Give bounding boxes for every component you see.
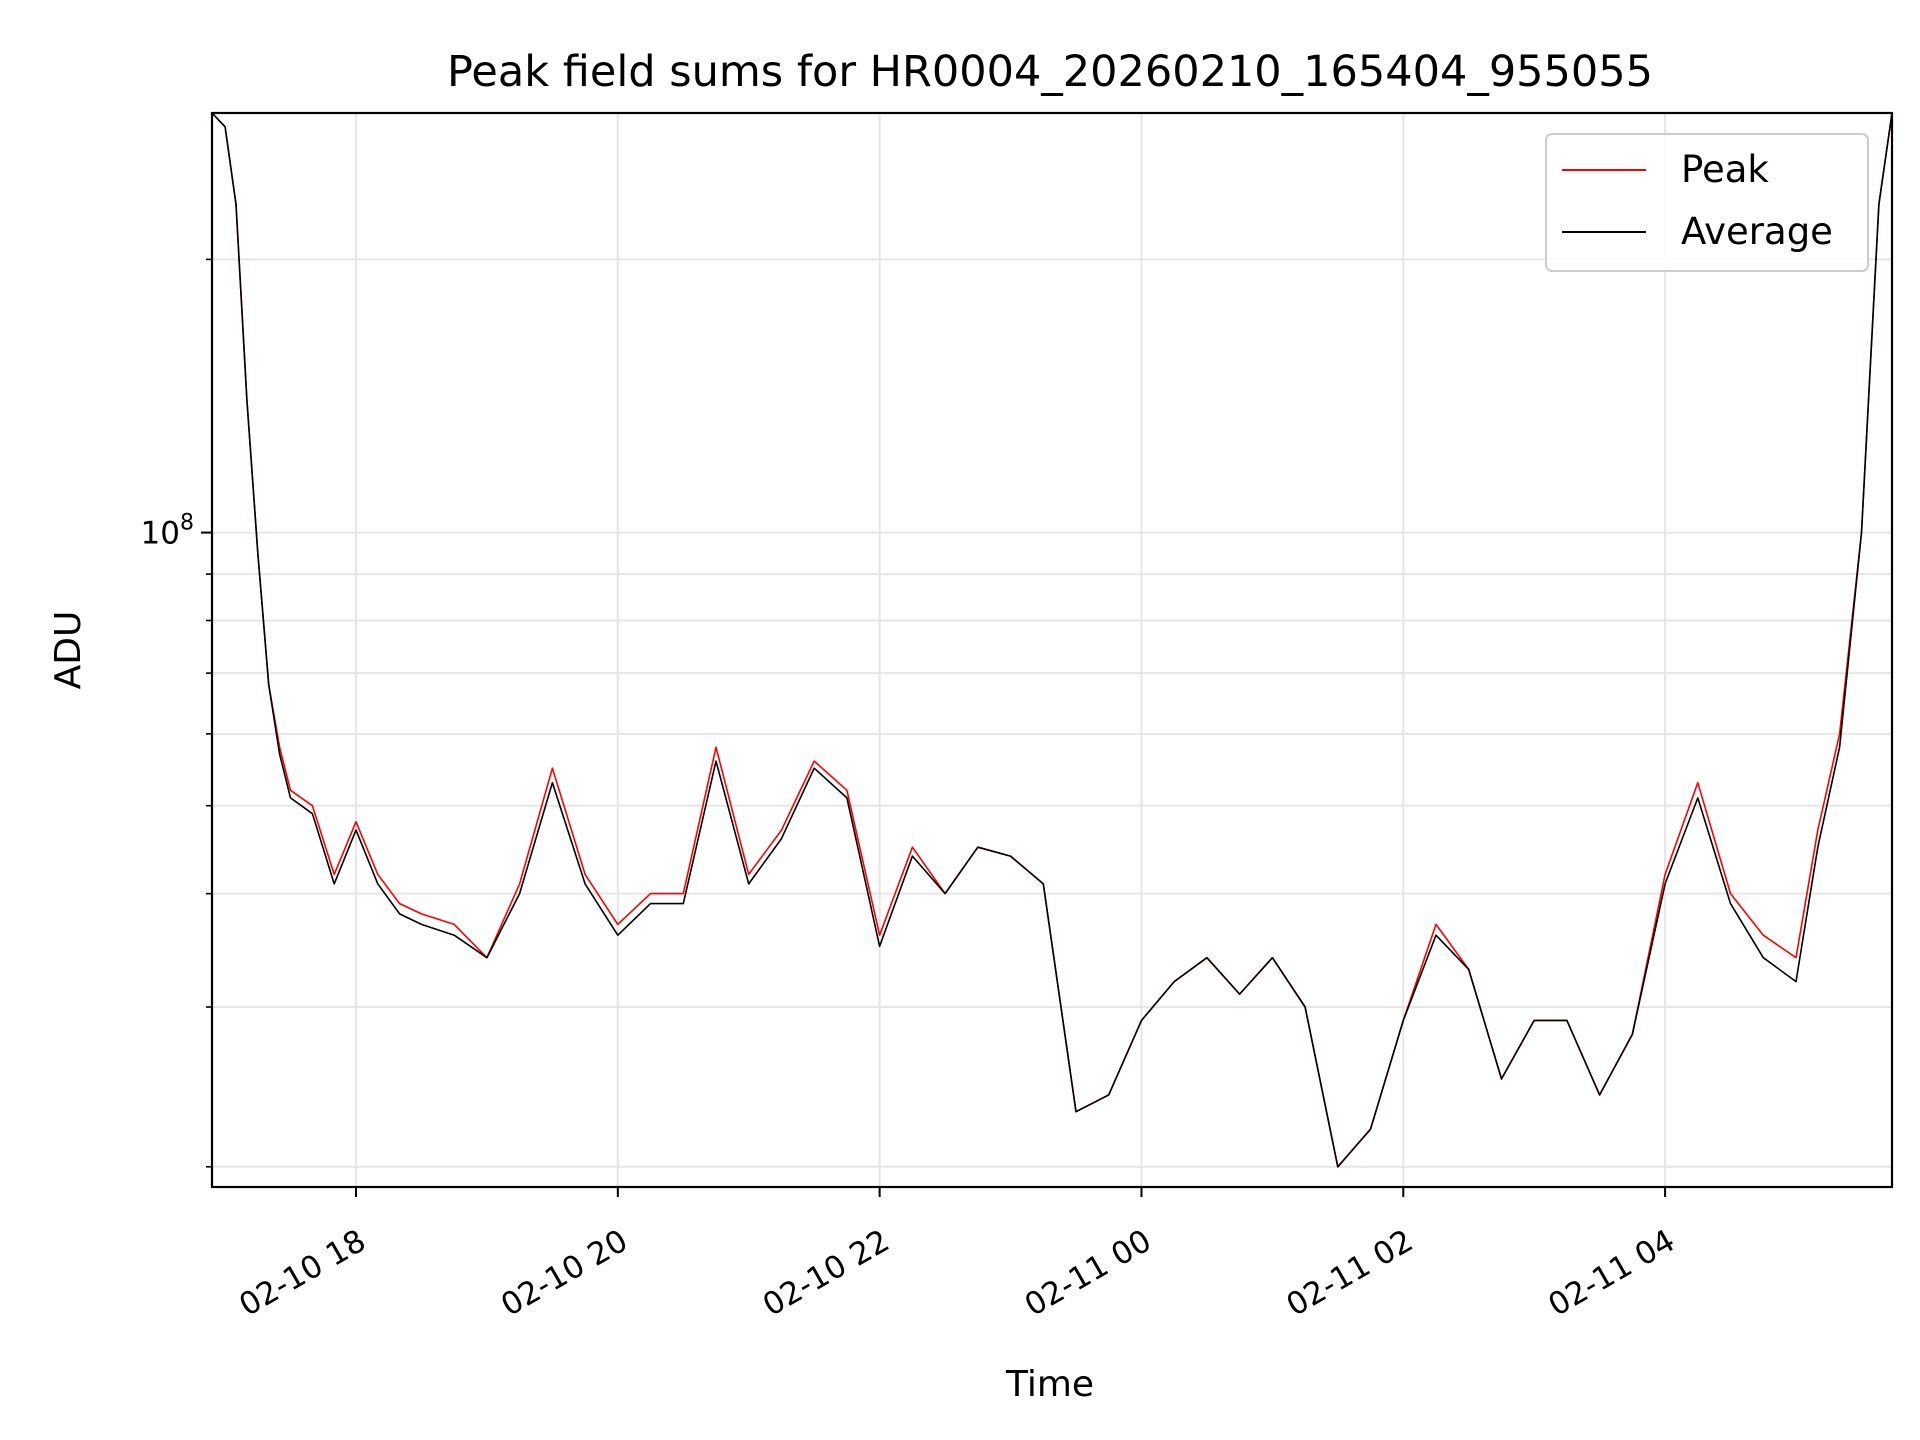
y-tick-label-exponent: 8	[180, 511, 194, 536]
chart-title: Peak field sums for HR0004_20260210_1654…	[447, 47, 1653, 97]
plot-lines	[211, 112, 1893, 1168]
y-tick-label: 108	[141, 511, 194, 552]
series-line-average	[211, 112, 1893, 1168]
legend-label-peak: Peak	[1681, 148, 1769, 191]
y-axis-label: ADU	[48, 611, 89, 690]
grid	[212, 113, 1892, 1187]
y-tick-label-base: 10	[141, 516, 180, 552]
legend-box	[1545, 133, 1869, 272]
legend-label-average: Average	[1681, 210, 1833, 253]
legend: Peak Average	[1545, 133, 1869, 272]
y-axis-ticks: 108	[141, 258, 212, 1168]
x-axis-label: Time	[1005, 1364, 1094, 1405]
plot-area-frame	[210, 111, 1894, 1189]
